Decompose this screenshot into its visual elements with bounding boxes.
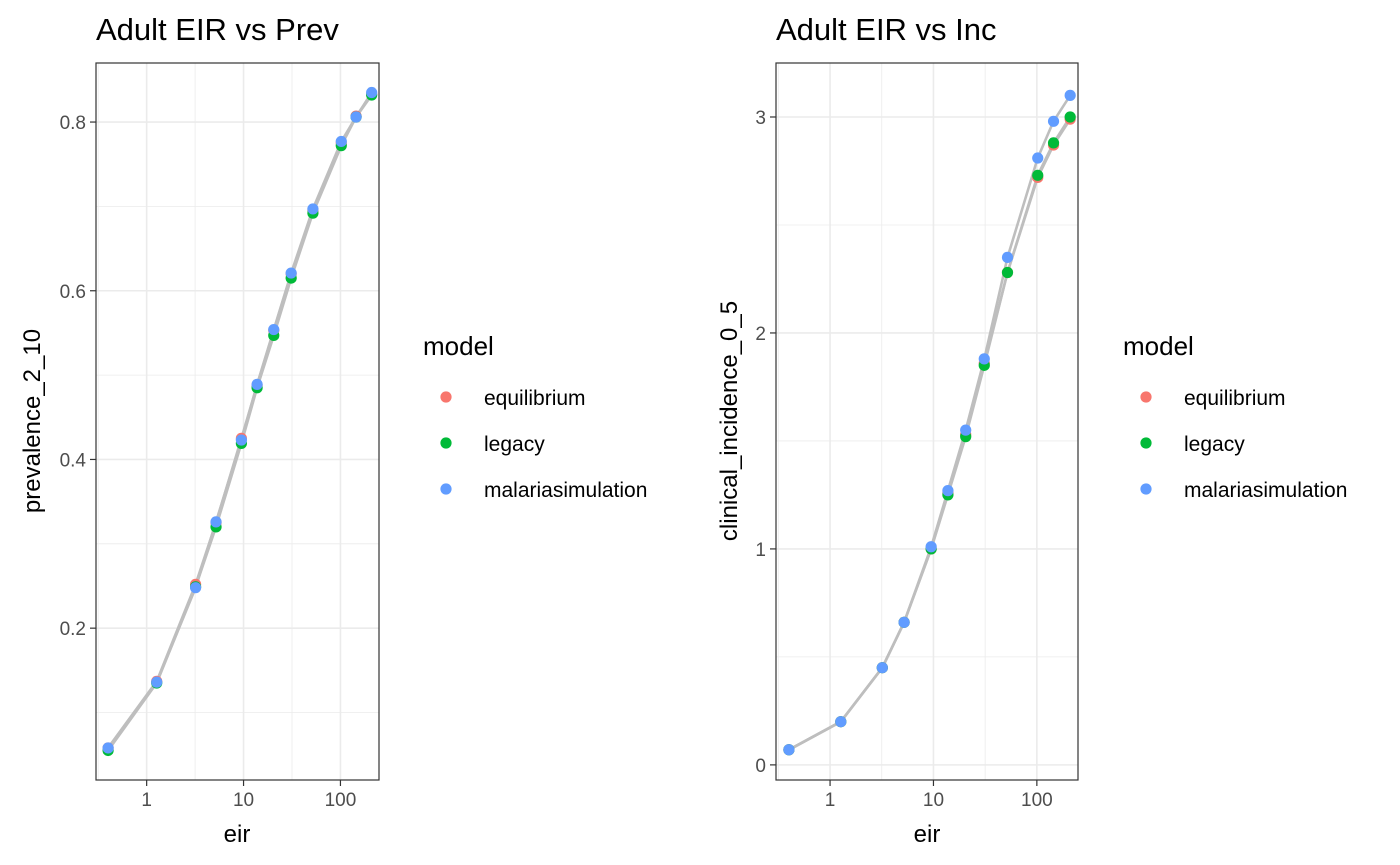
data-point-malariasimulation <box>898 616 910 628</box>
x-axis-title: eir <box>914 821 941 848</box>
data-point-malariasimulation <box>942 485 954 497</box>
data-point-legacy <box>1001 266 1014 279</box>
data-point-malariasimulation <box>102 742 114 754</box>
x-tick-label: 1 <box>141 790 152 811</box>
y-tick-label: 0.4 <box>60 450 87 471</box>
legend: model equilibrium legacy malariasimulation <box>1123 331 1347 502</box>
legend-label: equilibrium <box>484 387 586 410</box>
data-points <box>783 89 1076 756</box>
data-point-malariasimulation <box>960 424 972 436</box>
data-point-legacy <box>1064 111 1076 123</box>
series-line-equilibrium <box>107 93 373 749</box>
data-point-malariasimulation <box>307 203 319 215</box>
y-tick-label: 0 <box>755 756 766 777</box>
x-tick-label: 100 <box>1021 790 1053 811</box>
chart-panel-incidence: Adult EIR vs Inc 1 10 100 0 1 2 3 eir clinical… <box>716 12 1347 848</box>
data-point-malariasimulation <box>783 744 795 756</box>
x-tick-label: 10 <box>233 790 254 811</box>
data-point-malariasimulation <box>1032 152 1044 164</box>
data-point-malariasimulation <box>1064 89 1076 101</box>
legend-label: legacy <box>484 433 545 456</box>
plot-panel-border <box>775 62 1079 781</box>
data-point-malariasimulation <box>210 516 222 528</box>
y-tick-label: 1 <box>755 540 766 561</box>
y-tick-label: 3 <box>755 108 766 129</box>
series-lines <box>788 94 1072 751</box>
chart-panel-prevalence: Adult EIR vs Prev 1 10 100 0.2 0.4 0.6 0.8 eir… <box>19 12 647 848</box>
legend-key-equilibrium <box>440 391 452 403</box>
data-point-malariasimulation <box>835 716 847 728</box>
plot-panel-border <box>95 62 380 781</box>
legend-label: legacy <box>1184 433 1245 456</box>
chart-title: Adult EIR vs Prev <box>96 12 339 47</box>
y-tick-label: 0.6 <box>60 282 86 303</box>
data-point-malariasimulation <box>925 541 937 553</box>
data-point-malariasimulation <box>335 135 347 148</box>
legend-key-equilibrium <box>1140 391 1152 403</box>
data-point-malariasimulation <box>251 378 263 390</box>
x-tick-label: 1 <box>825 790 836 811</box>
legend-key-legacy <box>1140 437 1152 449</box>
series-line-equilibrium <box>788 118 1072 751</box>
data-point-malariasimulation <box>1001 251 1014 263</box>
series-line-malariasimulation <box>788 94 1072 751</box>
data-point-malariasimulation <box>190 582 202 594</box>
legend-label: equilibrium <box>1184 387 1286 410</box>
legend-title: model <box>423 331 494 361</box>
legend-title: model <box>1123 331 1194 361</box>
y-axis-title: clinical_incidence_0_5 <box>716 301 743 541</box>
series-line-malariasimulation <box>107 91 373 749</box>
legend-key-legacy <box>440 437 452 449</box>
x-axis-title: eir <box>224 821 251 848</box>
series-lines <box>107 91 373 752</box>
legend: model equilibrium legacy malariasimulation <box>423 331 647 502</box>
data-point-legacy <box>1047 137 1060 149</box>
data-point-malariasimulation <box>1047 115 1060 127</box>
data-points <box>102 86 378 757</box>
data-point-malariasimulation <box>366 86 378 99</box>
legend-label: malariasimulation <box>484 479 647 502</box>
y-axis-title: prevalence_2_10 <box>19 329 46 513</box>
data-point-legacy <box>1032 169 1044 181</box>
data-point-malariasimulation <box>350 111 362 123</box>
series-line-legacy <box>107 94 373 752</box>
data-point-malariasimulation <box>235 434 247 446</box>
data-point-malariasimulation <box>876 662 888 674</box>
axis-ticks: 1 10 100 0 1 2 3 <box>755 108 1052 811</box>
x-tick-label: 10 <box>923 790 944 811</box>
axis-ticks: 1 10 100 0.2 0.4 0.6 0.8 <box>60 113 357 811</box>
legend-key-malariasimulation <box>1140 483 1152 495</box>
chart-title: Adult EIR vs Inc <box>776 12 997 47</box>
plot-grid <box>96 63 379 780</box>
x-tick-label: 100 <box>325 790 357 811</box>
legend-key-malariasimulation <box>440 483 452 495</box>
data-point-malariasimulation <box>285 267 297 279</box>
data-point-malariasimulation <box>151 676 163 688</box>
y-tick-label: 0.2 <box>60 619 86 640</box>
data-point-malariasimulation <box>268 323 280 336</box>
plot-grid <box>776 63 1078 780</box>
y-tick-label: 0.8 <box>60 113 86 134</box>
legend-label: malariasimulation <box>1184 479 1347 502</box>
y-tick-label: 2 <box>755 324 766 345</box>
data-point-malariasimulation <box>978 353 990 365</box>
